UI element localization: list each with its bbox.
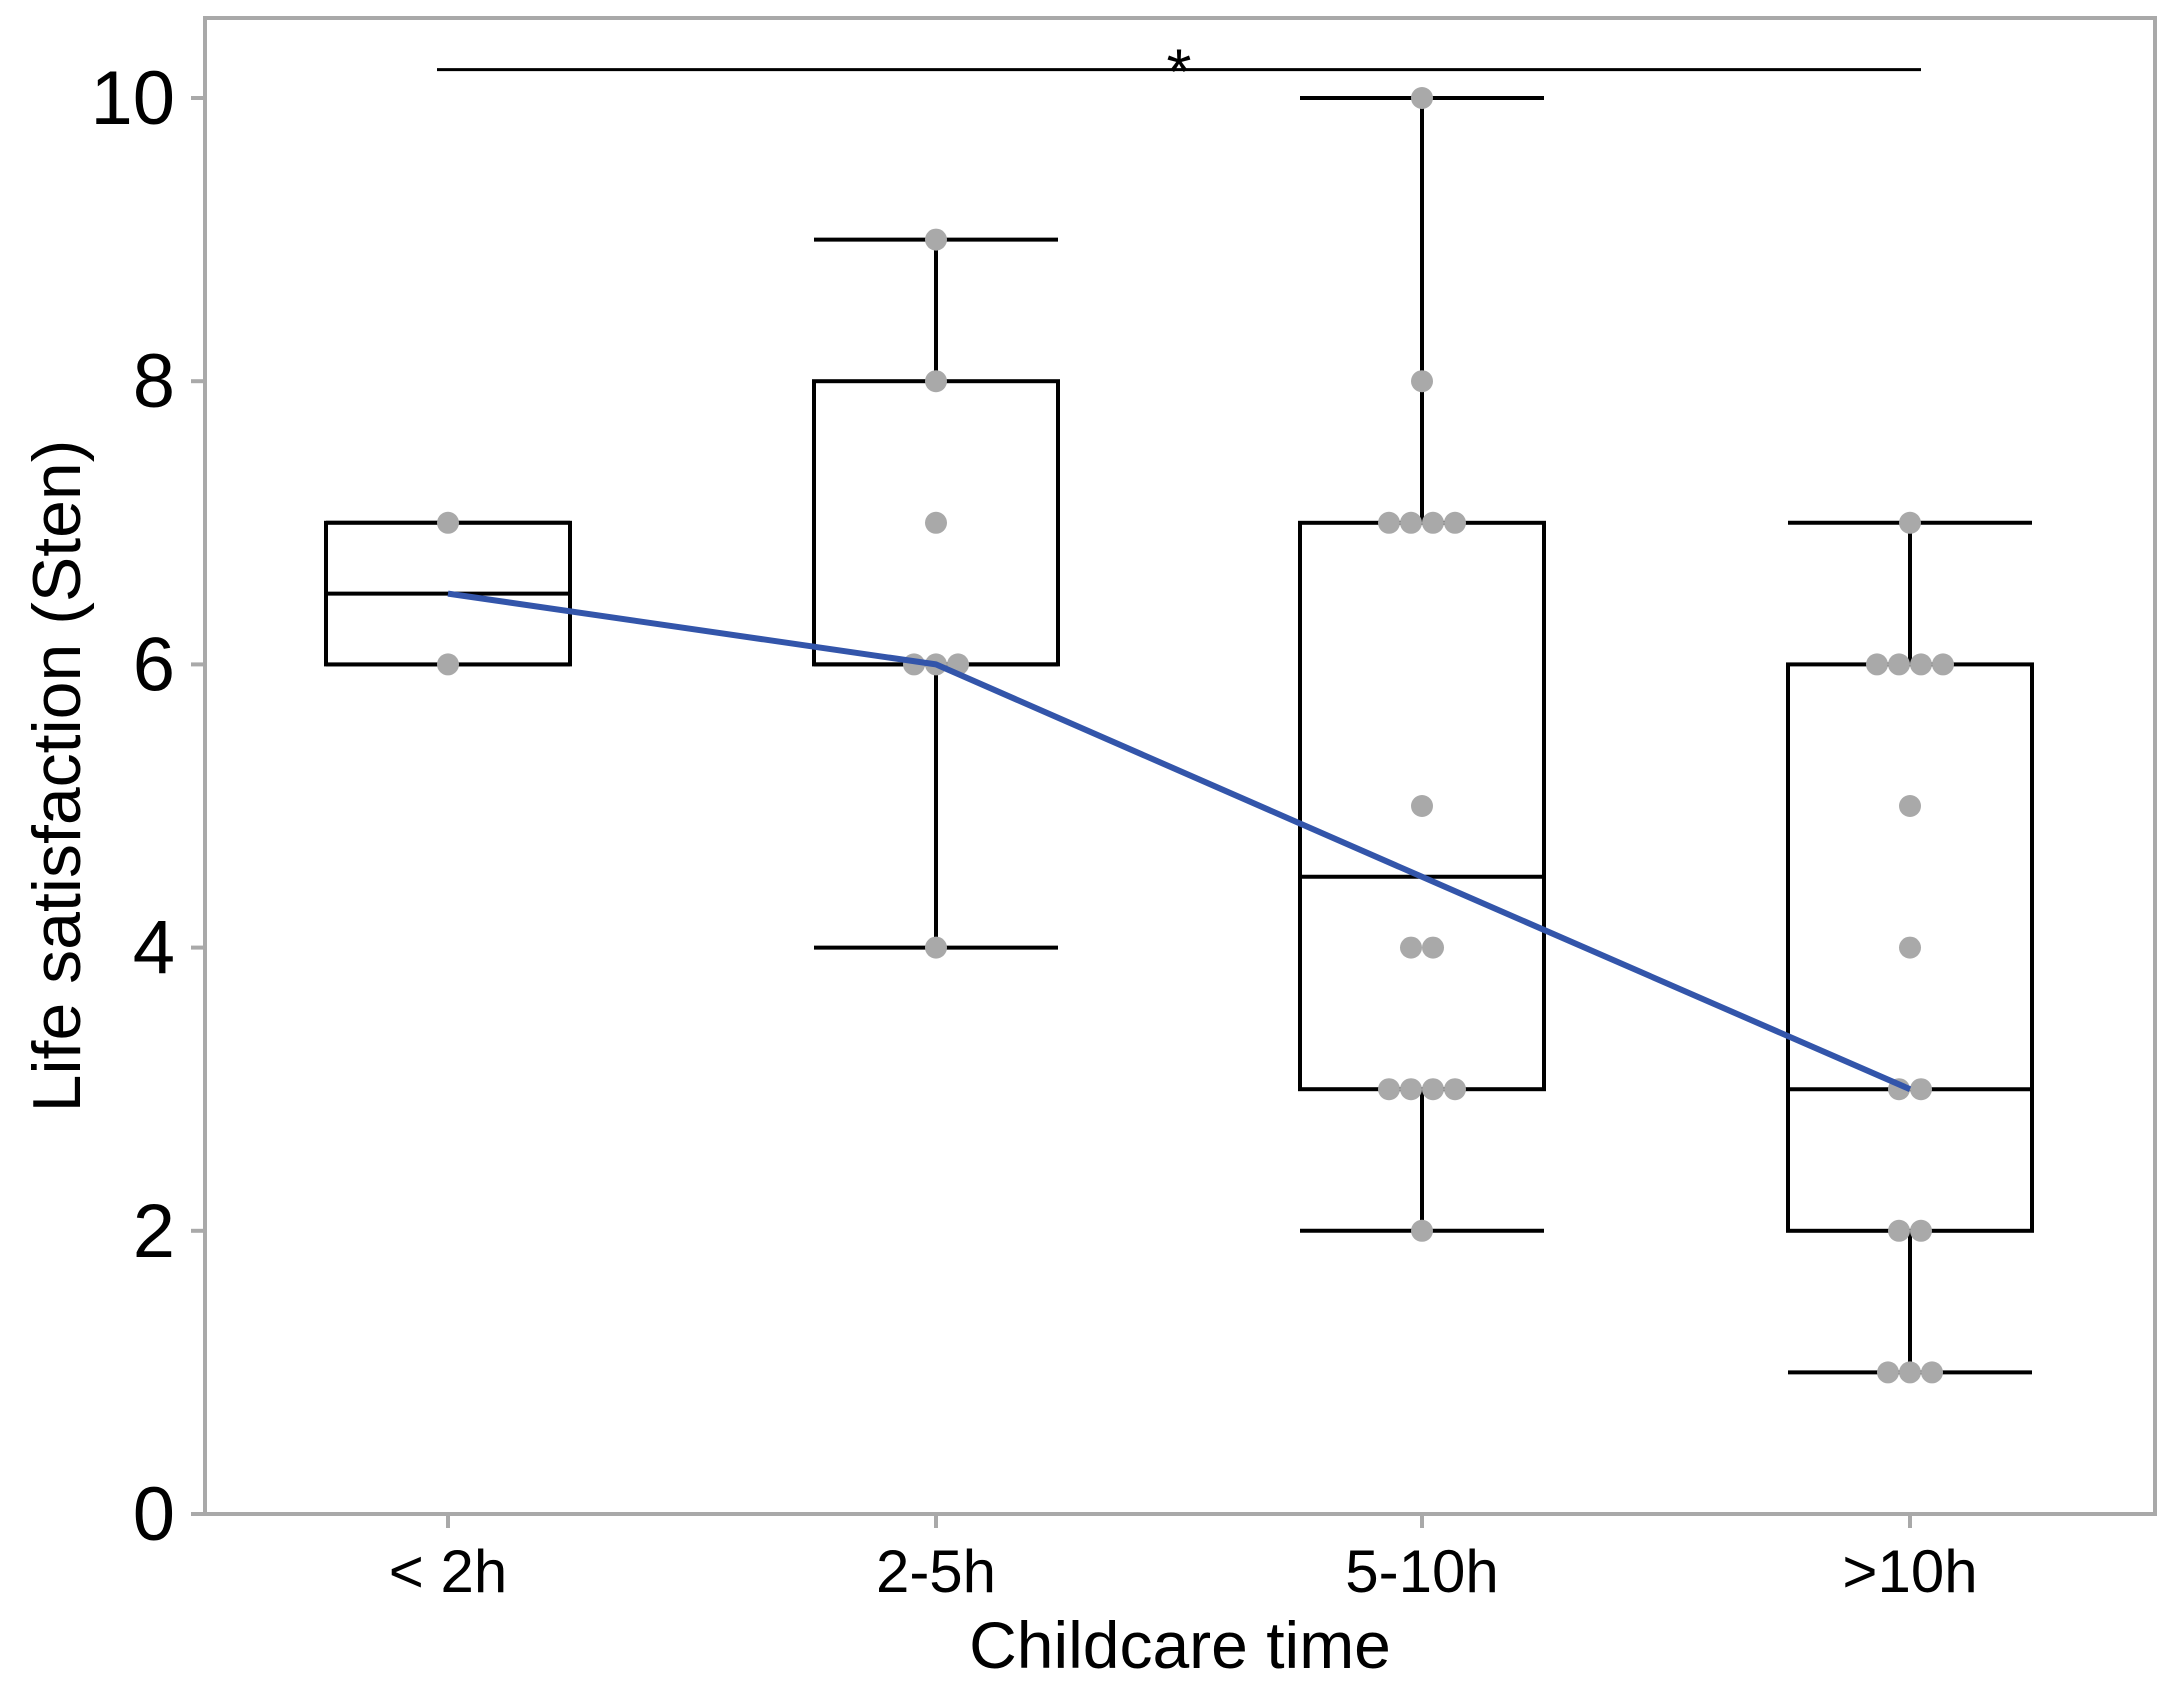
data-point [1411, 87, 1433, 109]
data-point [437, 511, 459, 534]
y-tick-label: 2 [133, 1189, 175, 1274]
plot-frame [203, 16, 2157, 1516]
x-axis-title: Childcare time [969, 1608, 1391, 1682]
x-tick-label: 2-5h [876, 1538, 996, 1605]
y-tick-label: 6 [133, 622, 175, 707]
data-point [437, 653, 459, 676]
data-point [1422, 1078, 1444, 1101]
data-point [1888, 1219, 1910, 1242]
data-point [1899, 795, 1921, 817]
y-axis: 0 2 4 6 8 10 [90, 56, 205, 1557]
box-group [812, 237, 1060, 950]
data-point [1378, 511, 1400, 534]
data-point [1899, 1361, 1921, 1384]
data-point [1899, 936, 1921, 959]
y-tick-label: 4 [133, 906, 175, 991]
data-point [925, 228, 947, 251]
boxes [324, 96, 2034, 1375]
data-point [925, 370, 947, 393]
data-point [1400, 511, 1422, 534]
data-point [1910, 1219, 1932, 1242]
data-point [1877, 1361, 1899, 1384]
box-group [1298, 96, 1546, 1233]
data-point [1921, 1361, 1943, 1384]
significance-label: * [1167, 36, 1192, 108]
data-point [1444, 511, 1466, 534]
data-points [437, 87, 1954, 1384]
data-point [925, 936, 947, 959]
data-point [1400, 936, 1422, 959]
significance-bracket: * [437, 36, 1921, 108]
x-axis: < 2h 2-5h 5-10h >10h [389, 1514, 1978, 1605]
data-point [1910, 1078, 1932, 1101]
x-tick-label: >10h [1842, 1538, 1977, 1605]
data-point [925, 511, 947, 534]
data-point [1422, 511, 1444, 534]
data-point [1411, 1219, 1433, 1242]
x-tick-label: 5-10h [1345, 1538, 1498, 1605]
data-point [1378, 1078, 1400, 1101]
y-tick-label: 8 [133, 339, 175, 424]
data-point [1910, 653, 1932, 676]
data-point [1888, 653, 1910, 676]
data-point [1932, 653, 1954, 676]
data-point [1422, 936, 1444, 959]
data-point [1899, 511, 1921, 534]
y-axis-title: Life satisfaction (Sten) [19, 440, 95, 1113]
x-tick-label: < 2h [389, 1538, 507, 1605]
trend-layer [447, 590, 1912, 1092]
trend-line [447, 590, 1912, 1092]
data-point [1444, 1078, 1466, 1101]
y-tick-label: 10 [90, 56, 175, 141]
data-point [1400, 1078, 1422, 1101]
data-point [1411, 795, 1433, 817]
data-point [1411, 370, 1433, 393]
y-tick-label: 0 [133, 1472, 175, 1557]
data-point [1866, 653, 1888, 676]
